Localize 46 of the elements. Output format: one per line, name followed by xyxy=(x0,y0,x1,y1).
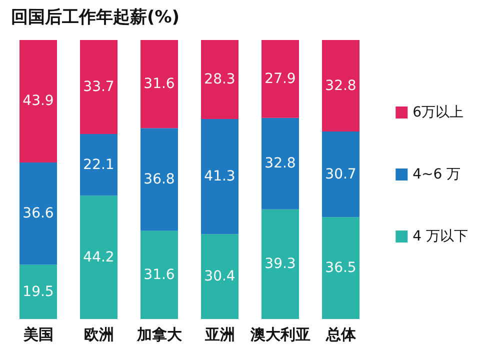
bar xyxy=(261,209,300,319)
bar xyxy=(322,40,360,132)
data-label: 39.3 xyxy=(264,256,296,272)
data-label: 31.6 xyxy=(144,266,175,283)
data-label: 28.3 xyxy=(204,71,236,88)
data-label: 43.9 xyxy=(22,93,54,110)
bar xyxy=(322,217,360,319)
data-label: 19.5 xyxy=(22,284,54,300)
data-label: 27.9 xyxy=(264,70,296,87)
bar xyxy=(19,40,58,162)
bar xyxy=(140,40,178,128)
x-tick-label: 欧洲 xyxy=(84,326,114,344)
data-label: 30.7 xyxy=(325,166,356,182)
x-tick-label: 亚洲 xyxy=(204,326,235,344)
bar xyxy=(80,196,118,319)
bar xyxy=(19,162,58,265)
data-label: 36.6 xyxy=(22,206,54,222)
data-label: 31.6 xyxy=(144,76,175,92)
data-label: 32.8 xyxy=(264,156,296,172)
data-label: 44.2 xyxy=(83,249,114,266)
bar xyxy=(322,132,360,218)
x-tick-label: 加拿大 xyxy=(136,326,183,344)
bar xyxy=(80,134,118,196)
data-label: 22.1 xyxy=(83,156,114,173)
x-tick-label: 澳大利亚 xyxy=(249,326,310,344)
data-label: 32.8 xyxy=(325,78,356,94)
bar xyxy=(261,40,300,118)
data-label: 36.8 xyxy=(144,172,175,188)
bar xyxy=(261,118,300,210)
bar xyxy=(200,40,239,119)
bar xyxy=(80,40,118,134)
x-tick-label: 总体 xyxy=(324,326,357,344)
data-label: 30.4 xyxy=(204,268,236,285)
data-label: 41.3 xyxy=(204,168,236,185)
data-label: 36.5 xyxy=(325,260,356,276)
data-label: 33.7 xyxy=(83,79,114,96)
bar xyxy=(200,118,239,234)
bar xyxy=(19,264,58,319)
bar xyxy=(200,234,239,319)
chart-title: 回国后工作年起薪(%) xyxy=(11,8,180,28)
x-tick-label: 美国 xyxy=(22,326,54,344)
bar xyxy=(140,230,178,319)
legend-label: 4~6 万 xyxy=(412,166,461,182)
legend-label: 6万以上 xyxy=(412,104,464,120)
bar xyxy=(140,128,178,231)
legend-label: 4 万以下 xyxy=(412,228,468,244)
